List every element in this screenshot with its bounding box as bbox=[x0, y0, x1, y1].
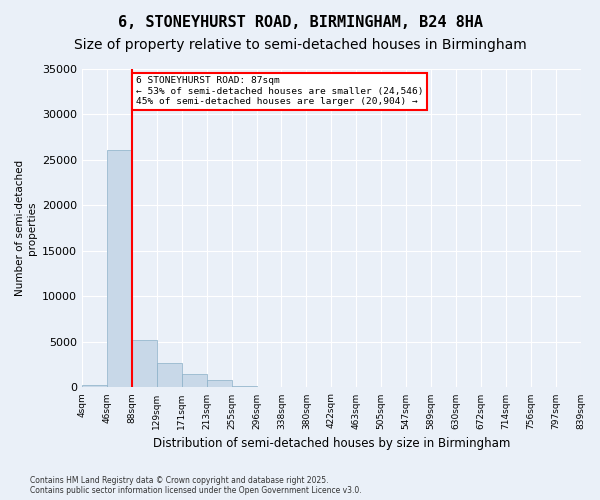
Bar bbox=[182, 374, 207, 388]
Bar bbox=[157, 363, 182, 388]
Text: 6 STONEYHURST ROAD: 87sqm
← 53% of semi-detached houses are smaller (24,546)
45%: 6 STONEYHURST ROAD: 87sqm ← 53% of semi-… bbox=[136, 76, 423, 106]
Text: 6, STONEYHURST ROAD, BIRMINGHAM, B24 8HA: 6, STONEYHURST ROAD, BIRMINGHAM, B24 8HA bbox=[118, 15, 482, 30]
Bar bbox=[132, 340, 157, 388]
Y-axis label: Number of semi-detached
properties: Number of semi-detached properties bbox=[15, 160, 37, 296]
Bar bbox=[107, 150, 132, 388]
Bar bbox=[207, 380, 232, 388]
X-axis label: Distribution of semi-detached houses by size in Birmingham: Distribution of semi-detached houses by … bbox=[152, 437, 510, 450]
Bar bbox=[232, 386, 257, 388]
Bar bbox=[82, 384, 107, 388]
Text: Size of property relative to semi-detached houses in Birmingham: Size of property relative to semi-detach… bbox=[74, 38, 526, 52]
Text: Contains HM Land Registry data © Crown copyright and database right 2025.
Contai: Contains HM Land Registry data © Crown c… bbox=[30, 476, 362, 495]
